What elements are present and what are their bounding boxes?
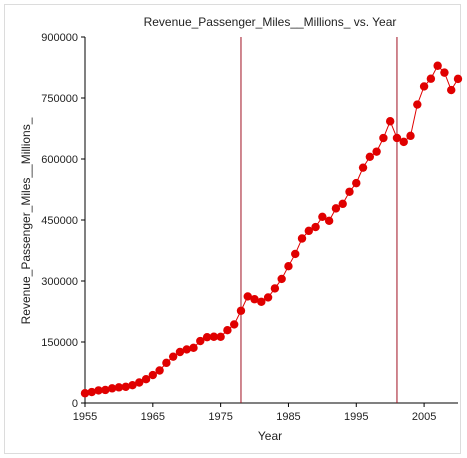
y-tick-label: 900000 bbox=[41, 32, 78, 44]
data-point bbox=[107, 384, 117, 393]
data-point bbox=[358, 163, 368, 172]
data-point bbox=[365, 152, 375, 162]
data-point bbox=[433, 61, 442, 70]
data-point bbox=[277, 274, 286, 284]
data-point bbox=[189, 343, 198, 353]
data-point bbox=[284, 261, 293, 271]
data-point bbox=[257, 297, 266, 306]
y-tick-label: 600000 bbox=[41, 154, 78, 166]
data-point bbox=[419, 82, 429, 91]
data-point bbox=[426, 74, 436, 83]
x-tick-label: 1965 bbox=[141, 411, 165, 423]
data-point bbox=[304, 226, 313, 236]
x-tick-label: 1955 bbox=[73, 411, 97, 423]
data-point bbox=[121, 382, 130, 392]
data-point bbox=[168, 352, 178, 361]
y-tick-label: 450000 bbox=[41, 215, 78, 227]
x-tick-label: 2005 bbox=[412, 411, 436, 423]
data-point bbox=[291, 249, 300, 259]
data-point bbox=[223, 326, 232, 335]
data-point bbox=[196, 336, 205, 346]
data-point bbox=[87, 387, 96, 397]
data-point bbox=[182, 345, 191, 354]
data-point bbox=[162, 358, 171, 368]
data-point bbox=[209, 332, 219, 341]
data-point bbox=[243, 292, 252, 301]
data-point bbox=[155, 366, 164, 375]
data-point bbox=[399, 137, 408, 147]
data-point bbox=[379, 133, 388, 143]
data-point bbox=[216, 332, 225, 341]
data-point bbox=[270, 284, 280, 293]
data-point bbox=[352, 178, 361, 188]
data-point bbox=[128, 380, 137, 390]
data-point bbox=[141, 375, 151, 384]
data-point bbox=[385, 117, 395, 126]
chart-title: Revenue_Passenger_Miles__Millions_ vs. Y… bbox=[144, 15, 397, 29]
y-tick-label: 150000 bbox=[41, 337, 78, 349]
data-point bbox=[372, 147, 381, 156]
data-point bbox=[297, 234, 307, 243]
data-point bbox=[263, 293, 273, 302]
data-point bbox=[318, 212, 327, 221]
y-tick-label: 750000 bbox=[41, 93, 78, 105]
data-point bbox=[250, 295, 259, 304]
data-point bbox=[94, 386, 103, 395]
x-axis-label: Year bbox=[258, 429, 282, 443]
data-point bbox=[440, 68, 449, 77]
data-point bbox=[101, 385, 110, 395]
y-tick-label: 300000 bbox=[41, 276, 78, 288]
data-point bbox=[230, 320, 239, 329]
data-point bbox=[324, 216, 334, 226]
y-axis-label: Revenue_Passenger_Miles__Millions_ bbox=[19, 117, 33, 324]
data-point bbox=[392, 133, 402, 143]
x-tick-label: 1975 bbox=[208, 411, 232, 423]
data-point bbox=[202, 332, 212, 342]
data-point bbox=[114, 383, 124, 392]
data-point bbox=[447, 85, 456, 95]
series-line bbox=[84, 64, 459, 394]
data-point bbox=[413, 100, 422, 109]
chart-frame bbox=[4, 4, 461, 454]
data-point bbox=[406, 131, 415, 141]
y-tick-label: 0 bbox=[72, 398, 78, 410]
data-point bbox=[311, 222, 320, 232]
x-tick-label: 1995 bbox=[344, 411, 368, 423]
data-point bbox=[135, 378, 144, 387]
data-point bbox=[148, 370, 158, 380]
data-point bbox=[338, 199, 347, 209]
data-point bbox=[236, 306, 246, 315]
x-tick-label: 1985 bbox=[276, 411, 300, 423]
data-point bbox=[80, 389, 90, 398]
data-point bbox=[331, 204, 341, 213]
data-point bbox=[345, 187, 354, 196]
data-point bbox=[453, 74, 463, 84]
data-point bbox=[175, 347, 185, 357]
